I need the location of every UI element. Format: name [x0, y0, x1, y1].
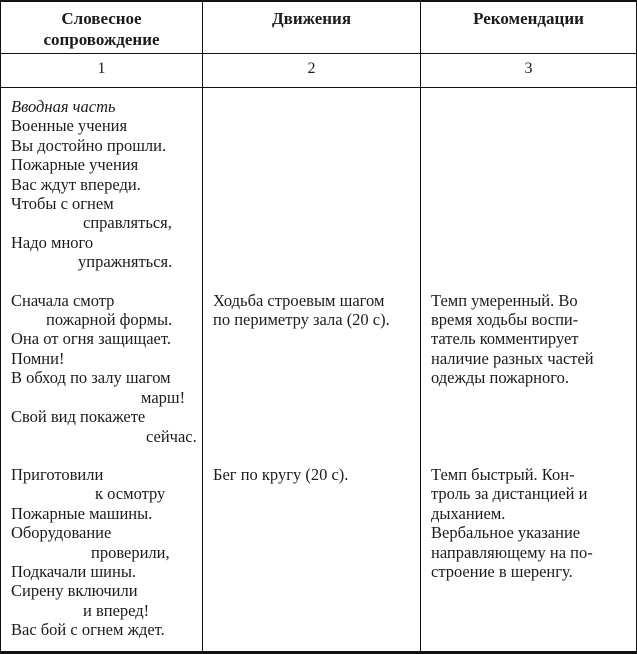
- text-line: Она от огня защищает.: [11, 329, 171, 349]
- text-line: Надо много: [11, 232, 94, 252]
- column-numbers-row: 1 2 3: [1, 54, 636, 88]
- text-line: Вы достойно прошли.: [11, 135, 167, 155]
- verbal-cell: Приготовили к осмотру Пожарные машины. Обор…: [1, 464, 203, 651]
- stanza-row-run: Приготовили к осмотру Пожарные машины. Обор…: [1, 464, 636, 651]
- text-line: В обход по залу шагом: [11, 368, 171, 388]
- text-line: Сначала смотр: [11, 290, 115, 310]
- text-line: время ходьбы воспи-: [431, 310, 579, 330]
- text-line: Ходьба строевым шагом: [213, 290, 385, 310]
- text-line: наличие разных частей: [431, 348, 594, 368]
- text-line: Вводная часть: [11, 97, 116, 116]
- column-number-1: 1: [1, 54, 203, 87]
- text-line: Помни!: [11, 348, 65, 368]
- text-line: проверили,: [91, 542, 170, 562]
- text-line: Темп умеренный. Во: [431, 290, 578, 310]
- text-line: Вербальное указание: [431, 523, 581, 543]
- text-line: Вас бой с огнем ждет.: [11, 620, 165, 640]
- text-line: направляющему на по-: [431, 542, 593, 562]
- movements-cell: [203, 88, 421, 291]
- text-line: Чтобы с огнем: [11, 194, 114, 214]
- header-verbal-accompaniment: Словесное сопровождение: [1, 2, 203, 53]
- text-line: строение в шеренгу.: [431, 561, 573, 581]
- recommendations-cell: Темп умеренный. Во время ходьбы воспи-тат…: [421, 291, 636, 465]
- text-line: марш!: [141, 387, 186, 407]
- text-line: Пожарные учения: [11, 155, 139, 175]
- text-line: одежды пожарного.: [431, 368, 569, 388]
- header-recommendations: Рекомендации: [473, 9, 584, 28]
- text-line: упражняться.: [78, 252, 173, 272]
- text-line: Бег по кругу (20 с).: [213, 464, 349, 484]
- verbal-cell: Сначала смотр пожарной формы. Она от огня …: [1, 290, 203, 465]
- text-line: Пожарные машины.: [11, 503, 153, 523]
- header-movements: Движения: [203, 2, 421, 53]
- text-line: Темп быстрый. Кон-: [431, 464, 575, 484]
- verbal-cell: Вводная часть Военные учения Вы достойно п…: [1, 88, 203, 291]
- table-body: Вводная часть Военные учения Вы достойно п…: [1, 88, 636, 651]
- text-line: татель комментирует: [431, 329, 579, 349]
- stanza-row-march: Сначала смотр пожарной формы. Она от огня …: [1, 290, 636, 465]
- text-line: справляться,: [83, 213, 172, 233]
- text-line: Военные учения: [11, 116, 128, 136]
- text-line: по периметру зала (20 с).: [213, 310, 390, 330]
- column-number-2: 2: [203, 54, 421, 87]
- text-line: Вас ждут впереди.: [11, 174, 141, 194]
- stanza-row-intro: Вводная часть Военные учения Вы достойно п…: [1, 88, 636, 291]
- column-number-3: 3: [524, 60, 533, 77]
- movements-cell: Ходьба строевым шагом по периметру зала (…: [203, 290, 421, 465]
- text-line: пожарной формы.: [46, 310, 173, 330]
- movements-cell: Бег по кругу (20 с).: [203, 464, 421, 651]
- text-line: Оборудование: [11, 523, 112, 543]
- text-line: Подкачали шины.: [11, 561, 137, 581]
- recommendations-cell: [421, 88, 636, 291]
- text-line: троль за дистанцией и: [431, 484, 588, 504]
- text-line: к осмотру: [95, 484, 166, 504]
- text-line: дыханием.: [431, 503, 506, 523]
- text-line: Свой вид покажете: [11, 407, 146, 427]
- table-header-row: Словесное сопровождение Движения Рекомен…: [1, 2, 636, 54]
- text-line: сейчас.: [146, 426, 197, 446]
- text-line: Приготовили: [11, 464, 104, 484]
- text-line: и вперед!: [83, 600, 150, 620]
- text-line: Сирену включили: [11, 581, 138, 601]
